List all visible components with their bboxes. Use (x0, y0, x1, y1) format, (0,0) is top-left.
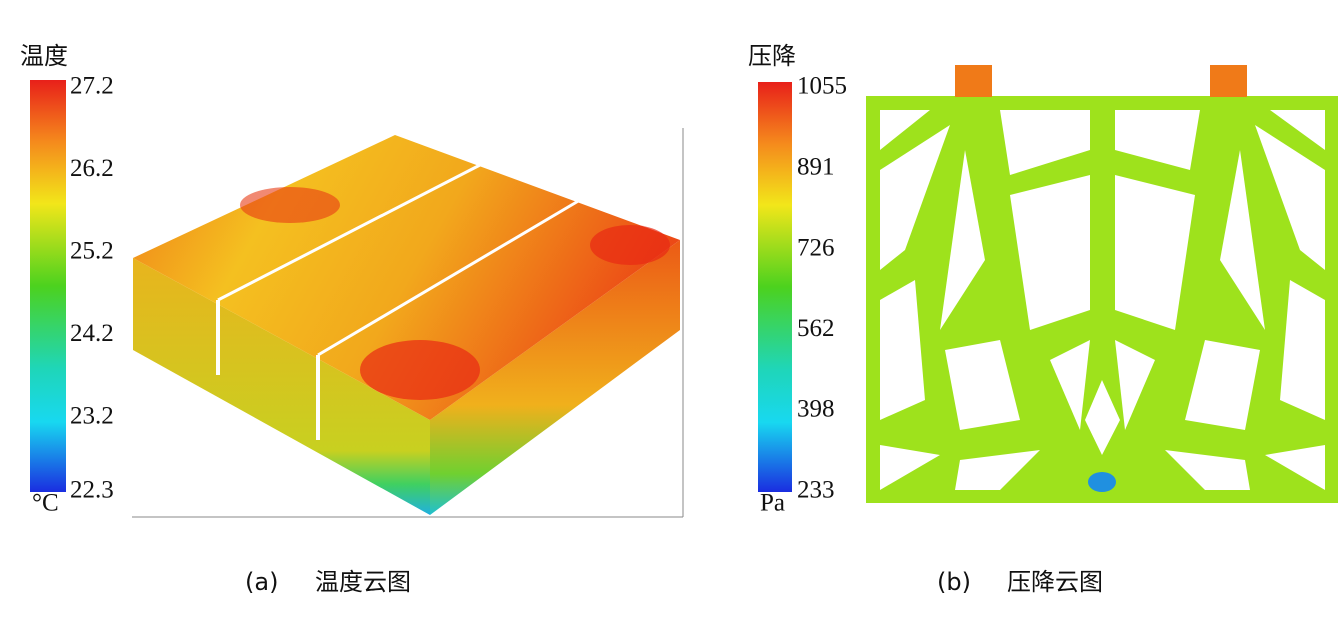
colorbar-tick-label: 233 (797, 477, 835, 504)
hot-spot (240, 187, 340, 223)
hole (1280, 280, 1325, 420)
panel-a: 温度 °C (a) 温度云图 (20, 42, 684, 596)
colorbar-tick-label: 22.3 (70, 477, 114, 504)
hole (955, 450, 1040, 490)
hot-spot (590, 225, 670, 265)
colorbar (758, 82, 792, 492)
gap (217, 163, 481, 302)
hole (1270, 110, 1325, 150)
colorbar-title: 温度 (20, 42, 68, 70)
hole (1115, 340, 1155, 430)
hole (1185, 340, 1260, 430)
hole (880, 125, 950, 270)
panel-b: 压降 Pa (b) 压降云图 (748, 42, 1338, 596)
hole (1010, 175, 1090, 330)
hole (1265, 445, 1325, 490)
colorbar-tick-label: 26.2 (70, 155, 114, 182)
hole (940, 150, 985, 330)
colorbar-tick-label: 25.2 (70, 238, 114, 265)
hole (1085, 380, 1120, 455)
colorbar-tick-label: 398 (797, 396, 835, 423)
hot-spot (360, 340, 480, 400)
panel-label: (b) (937, 568, 971, 596)
holes (880, 110, 1325, 490)
outlet (1088, 472, 1116, 492)
hole (1220, 150, 1265, 330)
caption: 温度云图 (315, 568, 411, 596)
colorbar-unit: Pa (760, 490, 785, 517)
battery-face (430, 240, 680, 515)
hole (1000, 110, 1090, 175)
hole (1115, 175, 1195, 330)
gap (317, 198, 581, 357)
hole (880, 280, 925, 420)
hole (880, 445, 940, 490)
colorbar (30, 80, 66, 492)
hole (1050, 340, 1090, 430)
hole (1255, 125, 1325, 270)
hole (945, 340, 1020, 430)
colorbar-unit: °C (32, 490, 59, 517)
colorbar-tick-label: 562 (797, 315, 835, 342)
battery-face (133, 258, 430, 515)
inlet (1210, 65, 1247, 97)
colorbar-tick-label: 27.2 (70, 73, 114, 100)
hole (1115, 110, 1200, 170)
caption: 压降云图 (1007, 568, 1103, 596)
colorbar-tick-label: 726 (797, 234, 835, 261)
inlet (955, 65, 992, 97)
colorbar-title: 压降 (748, 42, 796, 70)
colorbar-tick-label: 1055 (797, 73, 847, 100)
panel-label: (a) (245, 568, 278, 596)
colorbar-tick-label: 24.2 (70, 320, 114, 347)
colorbar-tick-label: 891 (797, 153, 835, 180)
hole (1165, 450, 1250, 490)
hole (880, 110, 930, 150)
colorbar-tick-label: 23.2 (70, 403, 114, 430)
